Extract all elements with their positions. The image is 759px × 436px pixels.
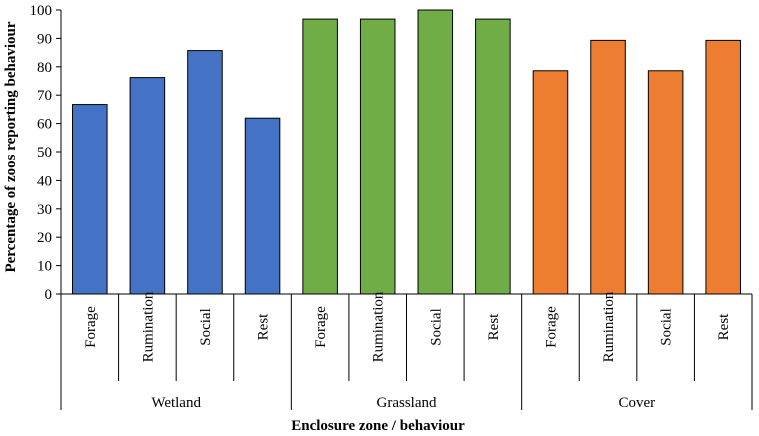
x-category-label: Rest: [716, 313, 732, 341]
x-axis-title: Enclosure zone / behaviour: [291, 418, 465, 434]
bar: [647, 70, 684, 295]
bar: [244, 117, 281, 295]
x-group-label: Grassland: [377, 395, 437, 411]
bar: [302, 18, 338, 295]
y-tick-label: 30: [37, 202, 52, 218]
bar: [590, 39, 626, 295]
x-category-label: Social: [428, 308, 444, 346]
y-tick-label: 70: [37, 88, 52, 104]
bar: [532, 70, 569, 295]
x-category-label: Rumination: [371, 291, 387, 362]
y-tick-label: 100: [30, 3, 53, 19]
x-category-label: Rest: [486, 313, 502, 341]
x-category-label: Rumination: [140, 291, 156, 362]
bar: [705, 39, 741, 295]
x-group-label: Wetland: [151, 395, 201, 411]
x-category-label: Forage: [543, 306, 559, 348]
bar: [187, 50, 223, 295]
x-category-label: Forage: [313, 306, 329, 348]
bar: [417, 9, 454, 295]
y-axis-title: Percentage of zoos reporting behaviour: [3, 21, 19, 272]
bar: [72, 104, 108, 295]
x-category-label: Social: [198, 308, 214, 346]
y-tick-label: 80: [37, 60, 52, 76]
x-category-label: Rumination: [601, 291, 617, 362]
x-group-label: Cover: [618, 395, 655, 411]
y-tick-label: 50: [37, 145, 52, 161]
bar: [475, 18, 511, 295]
chart-marks: 0 10 20 30 40 50 60 70 80 90 100 Forage Rumination So…: [30, 3, 753, 411]
bar: [359, 18, 396, 295]
y-tick-label: 90: [37, 31, 52, 47]
y-tick-label: 10: [37, 259, 52, 275]
x-category-label: Social: [659, 308, 675, 346]
bar: [129, 77, 166, 295]
x-category-label: Rest: [256, 313, 272, 341]
x-category-label: Forage: [83, 306, 99, 348]
y-tick-label: 20: [37, 230, 52, 246]
y-tick-label: 0: [45, 287, 53, 303]
y-tick-label: 60: [37, 117, 52, 133]
y-tick-label: 40: [37, 173, 52, 189]
